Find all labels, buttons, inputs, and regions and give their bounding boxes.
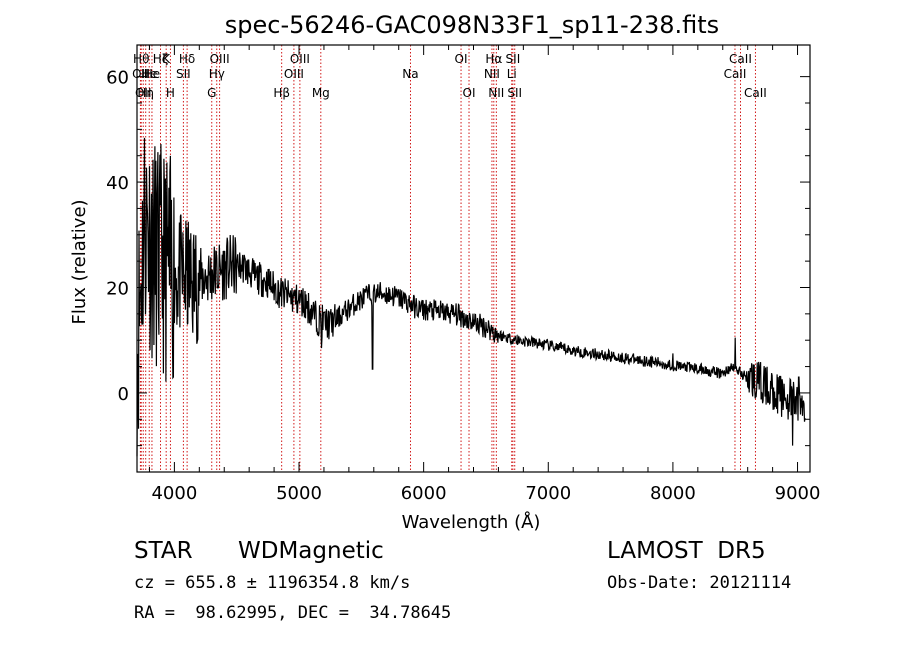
redshift-line: cz = 655.8 ± 1196354.8 km/s bbox=[134, 573, 411, 593]
spectral-line-label: OIII bbox=[284, 67, 304, 81]
spectral-line-label: CaII bbox=[729, 52, 752, 66]
spectral-line-label: OII bbox=[132, 67, 149, 81]
spectrum-chart: spec-56246-GAC098N33F1_sp11-238.fits HθO… bbox=[69, 11, 821, 533]
x-tick-label: 8000 bbox=[650, 483, 696, 504]
x-tick-label: 7000 bbox=[525, 483, 571, 504]
spectral-line-label: Hδ bbox=[179, 52, 195, 66]
spectral-line-label: OIII bbox=[210, 52, 230, 66]
spectral-line-labels: HθOIIOIIHηHeHeHζKHSIIHδGHγOIIIHβOIIIOIII… bbox=[132, 52, 767, 100]
spectral-line-label: Hζ bbox=[153, 52, 169, 66]
object-class: STAR bbox=[134, 538, 193, 564]
spectral-line-label: NII bbox=[488, 86, 504, 100]
y-axis-ticks: 0 20 40 60 bbox=[106, 68, 810, 447]
spectral-line-label: Hθ bbox=[133, 52, 149, 66]
spectral-line-label: K bbox=[162, 52, 171, 66]
spectral-line-label: Hα bbox=[485, 52, 502, 66]
spectral-line-label: He bbox=[141, 67, 157, 81]
x-tick-label: 6000 bbox=[401, 483, 447, 504]
spectral-line-label: NII bbox=[484, 67, 500, 81]
spectral-line-label: Hβ bbox=[273, 86, 290, 100]
spectral-line-label: Mg bbox=[312, 86, 330, 100]
y-tick-label: 60 bbox=[106, 68, 129, 89]
spectral-line-label: CaII bbox=[724, 67, 747, 81]
x-tick-label: 5000 bbox=[276, 483, 322, 504]
x-axis-ticks: 4000 5000 6000 7000 8000 9000 bbox=[148, 45, 821, 504]
observation-date: Obs-Date: 20121114 bbox=[607, 573, 792, 593]
coordinates: RA = 98.62995, DEC = 34.78645 bbox=[134, 603, 452, 623]
spectral-line-label: CaII bbox=[744, 86, 767, 100]
spectral-line-label: SII bbox=[507, 86, 522, 100]
spectral-line-label: SII bbox=[176, 67, 191, 81]
y-axis-label: Flux (relative) bbox=[69, 199, 90, 324]
spectral-line-label: H bbox=[166, 86, 175, 100]
spectral-line-label: SII bbox=[506, 52, 521, 66]
y-tick-label: 0 bbox=[118, 384, 129, 405]
y-tick-label: 20 bbox=[106, 278, 129, 299]
spectral-line-label: OI bbox=[463, 86, 476, 100]
spectral-line-label: Li bbox=[507, 67, 517, 81]
spectral-line-label: OII bbox=[135, 86, 152, 100]
object-subclass: WDMagnetic bbox=[238, 538, 384, 564]
spectral-line-label: OIII bbox=[290, 52, 310, 66]
chart-title: spec-56246-GAC098N33F1_sp11-238.fits bbox=[225, 11, 719, 39]
x-tick-label: 9000 bbox=[775, 483, 821, 504]
spectral-line-label: Hη bbox=[137, 86, 154, 100]
spectral-line-label: Na bbox=[402, 67, 418, 81]
spectral-line-label: He bbox=[144, 67, 160, 81]
spectral-line-label: Hγ bbox=[209, 67, 225, 81]
spectral-line-label: OI bbox=[455, 52, 468, 66]
survey-name: LAMOST DR5 bbox=[607, 538, 766, 564]
y-tick-label: 40 bbox=[106, 173, 129, 194]
spectrum-line bbox=[136, 137, 806, 457]
x-axis-label: Wavelength (Å) bbox=[402, 511, 541, 533]
spectral-line-label: G bbox=[207, 86, 216, 100]
x-tick-label: 4000 bbox=[151, 483, 197, 504]
